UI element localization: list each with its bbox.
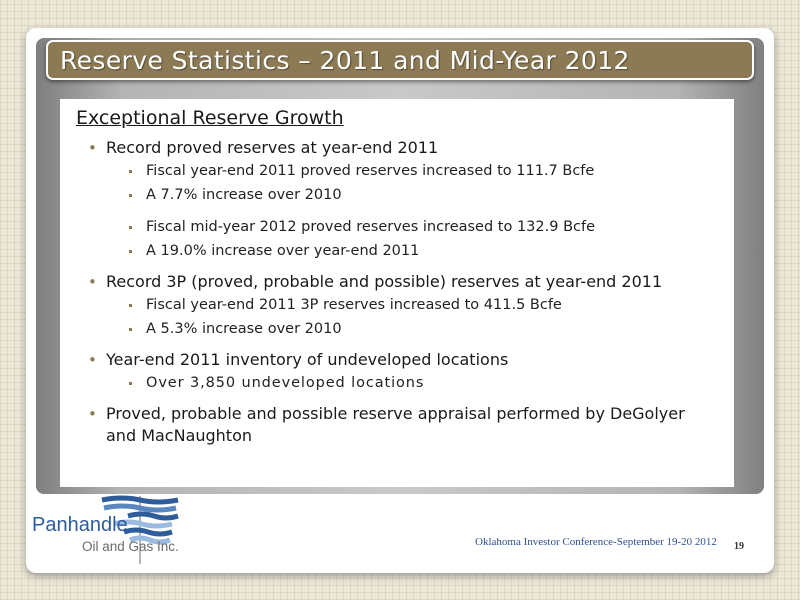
bullet-item: Record proved reserves at year-end 2011	[76, 137, 718, 159]
sub-bullet-item: A 7.7% increase over 2010	[76, 183, 718, 207]
slide-title: Reserve Statistics – 2011 and Mid-Year 2…	[60, 45, 630, 75]
bullet-group: Proved, probable and possible reserve ap…	[76, 403, 718, 447]
bullet-group: Year-end 2011 inventory of undeveloped l…	[76, 349, 718, 395]
bullet-group: Record 3P (proved, probable and possible…	[76, 271, 718, 341]
sub-bullet-item: Fiscal mid-year 2012 proved reserves inc…	[76, 215, 718, 239]
sub-bullet-item: A 19.0% increase over year-end 2011	[76, 239, 718, 263]
slide-subtitle: Exceptional Reserve Growth	[76, 107, 344, 129]
bullet-group: Record proved reserves at year-end 2011 …	[76, 137, 718, 263]
page-number: 19	[734, 541, 744, 552]
bullet-item: Proved, probable and possible reserve ap…	[76, 403, 718, 447]
bullet-item: Record 3P (proved, probable and possible…	[76, 271, 718, 293]
logo-subtext: Oil and Gas Inc.	[82, 539, 179, 554]
text-box: Exceptional Reserve Growth Record proved…	[60, 99, 734, 487]
sub-bullet-item: Fiscal year-end 2011 3P reserves increas…	[76, 293, 718, 317]
bullet-item: Year-end 2011 inventory of undeveloped l…	[76, 349, 718, 371]
sub-bullet-item: A 5.3% increase over 2010	[76, 317, 718, 341]
sub-bullet-item: Over 3,850 undeveloped locations	[76, 371, 718, 395]
company-logo: Panhandle Oil and Gas Inc.	[32, 494, 182, 566]
sub-bullet-item: Fiscal year-end 2011 proved reserves inc…	[76, 159, 718, 183]
title-bar: Reserve Statistics – 2011 and Mid-Year 2…	[46, 40, 754, 80]
logo-text: Panhandle	[32, 514, 128, 536]
footer-conference: Oklahoma Investor Conference-September 1…	[475, 536, 717, 548]
wave-logo-icon	[101, 495, 179, 564]
